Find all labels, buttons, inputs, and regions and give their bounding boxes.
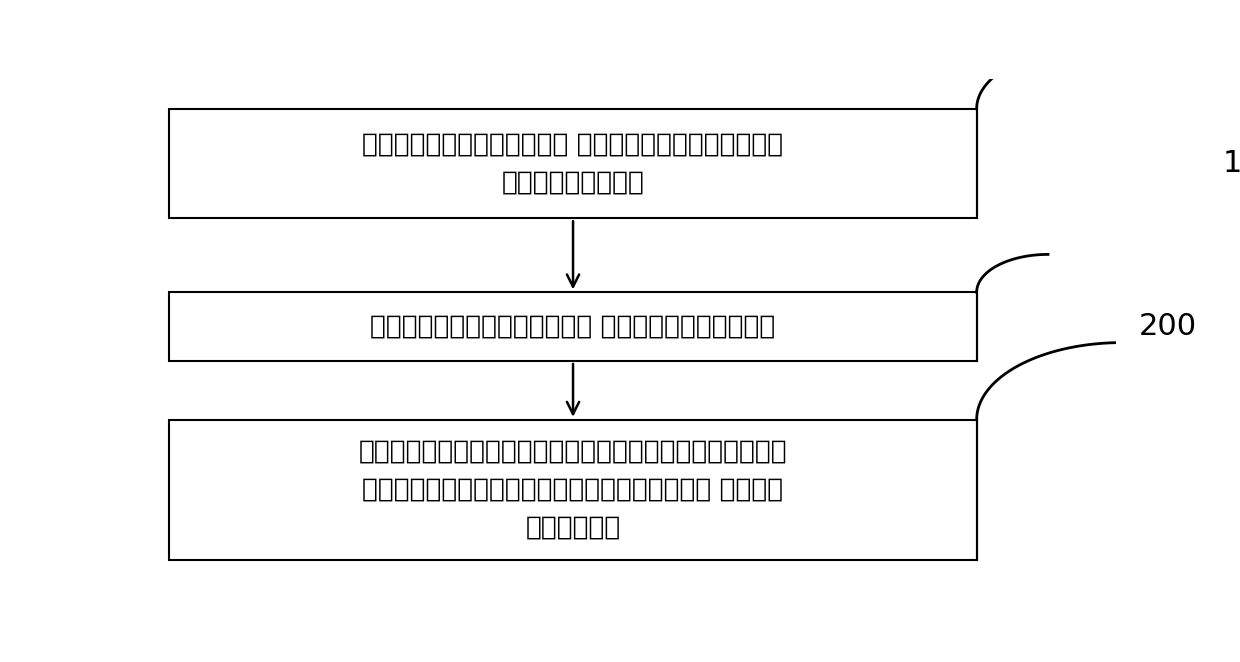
Text: 候选公交线路: 候选公交线路: [526, 515, 621, 541]
Text: 初始候选公交线路图: 初始候选公交线路图: [502, 169, 645, 196]
Bar: [170, 292, 977, 361]
Text: 200: 200: [1138, 312, 1197, 341]
Bar: [170, 420, 977, 560]
Text: 基于公交线路生成算法，根据最终候选公交线路图计算出在最: 基于公交线路生成算法，根据最终候选公交线路图计算出在最: [358, 438, 787, 465]
Text: 根据候选公交站点之间的距离 客流量以及最大行驶时间构建: 根据候选公交站点之间的距离 客流量以及最大行驶时间构建: [362, 132, 784, 158]
Bar: [170, 109, 977, 218]
Text: 大行驶时间约束条件下达到最大客流量的公交线路 作为最优: 大行驶时间约束条件下达到最大客流量的公交线路 作为最优: [362, 477, 784, 502]
Text: 100: 100: [1223, 149, 1240, 178]
Text: 对初始候选公交线路图进行剪枝 得到最终候选公交线路图: 对初始候选公交线路图进行剪枝 得到最终候选公交线路图: [371, 314, 776, 340]
